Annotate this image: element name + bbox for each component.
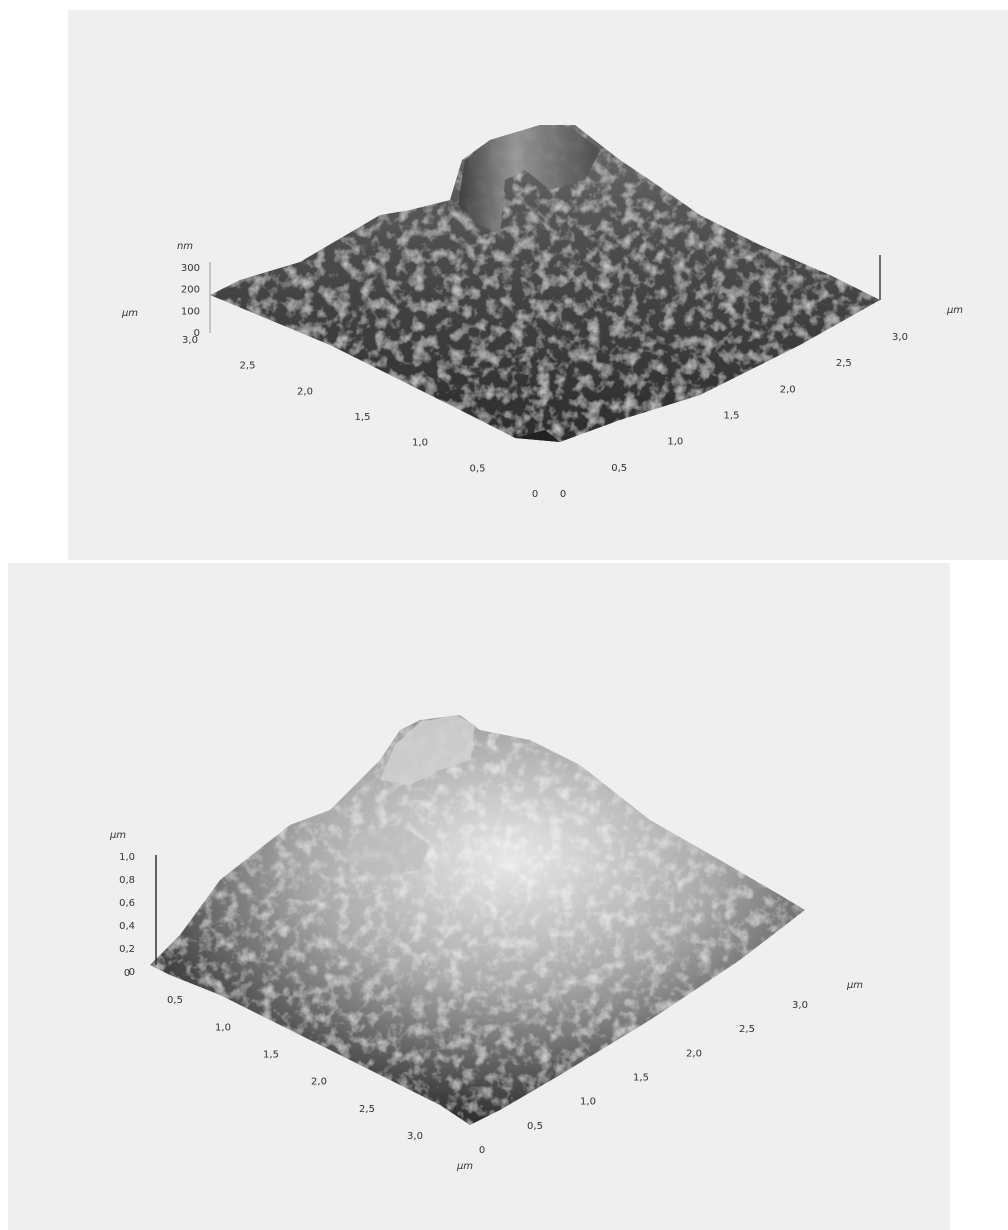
left-tick-label: 2,5 [359, 1104, 375, 1115]
z-tick-label: 0,2 [119, 944, 135, 955]
right-tick-label: 1,5 [633, 1073, 649, 1084]
right-tick-label: 2,0 [780, 384, 796, 395]
right-tick-label: 2,5 [739, 1024, 755, 1035]
right-tick-label: 0,5 [611, 463, 627, 474]
z-tick-label: 300 [181, 263, 200, 274]
left-tick-label: 0,5 [470, 463, 486, 474]
left-tick-label: 1,0 [412, 438, 428, 449]
figure: 300 200 100 0 3,0 2,5 2,0 1,5 1,0 0,5 0 0 0,5 1,0 1,5 2… [0, 0, 1008, 1230]
z-unit: nm [177, 241, 193, 252]
left-tick-label: 0 [124, 968, 130, 979]
right-tick-label: 2,5 [836, 358, 852, 369]
left-tick-label: 1,0 [215, 1022, 231, 1033]
right-tick-label: 1,0 [667, 437, 683, 448]
left-unit: µm [456, 1161, 473, 1172]
left-tick-label: 3,0 [407, 1131, 423, 1142]
left-tick-label: 3,0 [182, 335, 198, 346]
right-tick-label: 2,0 [686, 1048, 702, 1059]
left-tick-label: 0,5 [167, 995, 183, 1006]
left-tick-label: 0 [532, 489, 538, 500]
right-tick-label: 0,5 [527, 1121, 543, 1132]
right-tick-label: 3,0 [792, 1000, 808, 1011]
z-tick-label: 0,8 [119, 875, 135, 886]
right-unit: µm [846, 980, 863, 991]
right-tick-label: 3,0 [892, 332, 908, 343]
right-tick-label: 0 [479, 1145, 485, 1156]
left-tick-label: 2,5 [240, 361, 256, 372]
left-tick-label: 2,0 [311, 1077, 327, 1088]
z-tick-label: 1,0 [119, 852, 135, 863]
left-unit: µm [121, 308, 138, 319]
z-tick-label: 0,4 [119, 921, 135, 932]
right-tick-label: 1,5 [724, 411, 740, 422]
z-tick-label: 200 [181, 285, 200, 296]
right-tick-label: 1,0 [580, 1097, 596, 1108]
z-tick-label: 100 [181, 306, 200, 317]
left-tick-label: 1,5 [263, 1050, 279, 1061]
right-unit: µm [946, 305, 963, 316]
left-tick-label: 1,5 [355, 412, 371, 423]
z-unit: µm [109, 830, 126, 841]
z-tick-label: 0,6 [119, 898, 135, 909]
right-tick-label: 0 [560, 489, 566, 500]
left-tick-label: 2,0 [297, 386, 313, 397]
